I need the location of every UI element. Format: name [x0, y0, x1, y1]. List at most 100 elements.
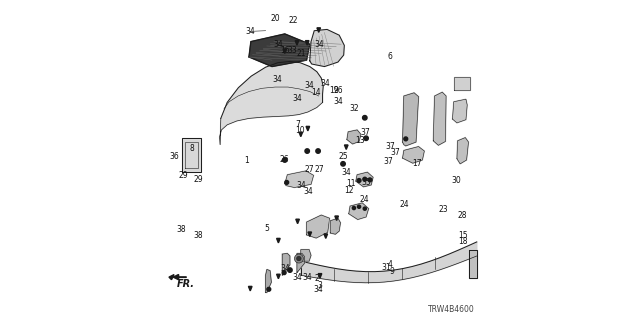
Text: 10: 10 — [295, 126, 305, 135]
Text: 37: 37 — [385, 142, 396, 151]
Text: 14: 14 — [310, 88, 321, 97]
Text: 33: 33 — [287, 46, 298, 55]
Text: 20: 20 — [270, 14, 280, 23]
Circle shape — [288, 268, 292, 272]
Polygon shape — [283, 49, 287, 53]
Circle shape — [352, 206, 356, 210]
Text: 34: 34 — [321, 79, 331, 88]
Polygon shape — [282, 253, 290, 275]
Text: 8: 8 — [189, 144, 195, 153]
Polygon shape — [299, 132, 303, 137]
Polygon shape — [266, 269, 271, 292]
Text: 11: 11 — [347, 179, 356, 188]
Text: 27: 27 — [314, 165, 324, 174]
Text: 34: 34 — [302, 273, 312, 282]
Circle shape — [267, 287, 271, 291]
Text: 38: 38 — [176, 225, 186, 234]
Text: 37: 37 — [360, 128, 371, 137]
Text: 29: 29 — [193, 175, 204, 184]
Text: 34: 34 — [273, 75, 283, 84]
Text: 34: 34 — [314, 285, 324, 294]
Text: 2: 2 — [314, 274, 319, 283]
Circle shape — [363, 177, 367, 181]
Polygon shape — [403, 93, 419, 146]
Text: 26: 26 — [279, 155, 289, 164]
Text: 19: 19 — [329, 86, 339, 95]
Text: 26: 26 — [333, 86, 343, 95]
Polygon shape — [356, 172, 373, 187]
Polygon shape — [403, 147, 424, 163]
Text: 18: 18 — [458, 237, 467, 246]
Circle shape — [340, 162, 346, 166]
Polygon shape — [301, 242, 477, 283]
Polygon shape — [301, 250, 311, 261]
Polygon shape — [318, 274, 322, 278]
Polygon shape — [347, 130, 361, 144]
Circle shape — [357, 205, 361, 208]
Circle shape — [285, 180, 289, 184]
Polygon shape — [276, 274, 280, 279]
Text: 34: 34 — [292, 94, 303, 103]
Text: 21: 21 — [296, 49, 305, 58]
Text: 23: 23 — [438, 205, 448, 214]
Polygon shape — [285, 171, 314, 188]
Text: 37: 37 — [383, 157, 393, 166]
Text: 5: 5 — [265, 224, 269, 233]
Text: 25: 25 — [338, 152, 348, 161]
Polygon shape — [349, 203, 369, 220]
Polygon shape — [248, 286, 252, 291]
Text: 27: 27 — [305, 165, 315, 174]
Text: 16: 16 — [280, 46, 290, 55]
Text: 34: 34 — [333, 97, 343, 106]
Polygon shape — [433, 92, 446, 145]
Text: FR.: FR. — [177, 279, 195, 289]
Text: 9: 9 — [389, 267, 394, 276]
Polygon shape — [317, 28, 321, 32]
Polygon shape — [469, 250, 477, 278]
Polygon shape — [276, 238, 280, 243]
Text: 34: 34 — [305, 81, 315, 90]
Text: 1: 1 — [244, 156, 249, 164]
Text: 34: 34 — [292, 273, 302, 282]
Text: 24: 24 — [399, 200, 409, 209]
Circle shape — [282, 271, 286, 275]
Polygon shape — [296, 219, 300, 224]
Text: 34: 34 — [341, 168, 351, 177]
Text: 22: 22 — [289, 16, 298, 25]
Text: 34: 34 — [273, 40, 284, 49]
Circle shape — [357, 179, 361, 182]
Circle shape — [368, 178, 372, 182]
Polygon shape — [324, 234, 328, 238]
Polygon shape — [305, 41, 309, 45]
Circle shape — [297, 256, 301, 261]
Text: 34: 34 — [280, 264, 290, 273]
Polygon shape — [310, 29, 344, 67]
Circle shape — [404, 137, 408, 141]
Polygon shape — [454, 77, 470, 90]
Text: 7: 7 — [296, 120, 301, 129]
Text: 3: 3 — [317, 281, 322, 290]
Polygon shape — [295, 41, 299, 45]
Text: 34: 34 — [303, 187, 313, 196]
Text: 34: 34 — [314, 40, 324, 49]
Polygon shape — [335, 216, 339, 220]
Text: 4: 4 — [387, 260, 392, 269]
Polygon shape — [330, 218, 340, 234]
Circle shape — [364, 207, 367, 210]
Polygon shape — [306, 126, 310, 131]
Polygon shape — [307, 215, 330, 238]
Text: 17: 17 — [412, 159, 422, 168]
Text: 38: 38 — [193, 231, 203, 240]
Text: 30: 30 — [451, 176, 461, 185]
Text: 36: 36 — [170, 152, 180, 161]
Polygon shape — [297, 253, 305, 273]
Circle shape — [283, 158, 287, 162]
Polygon shape — [169, 275, 174, 280]
Text: 15: 15 — [458, 231, 468, 240]
Text: 24: 24 — [360, 195, 370, 204]
Text: 35: 35 — [361, 178, 371, 187]
Polygon shape — [249, 34, 310, 67]
Polygon shape — [457, 138, 468, 164]
Text: TRW4B4600: TRW4B4600 — [428, 305, 475, 314]
Text: 28: 28 — [458, 211, 467, 220]
